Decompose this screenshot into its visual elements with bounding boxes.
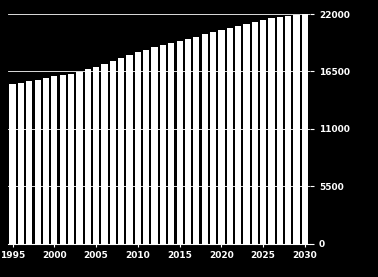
Bar xyxy=(235,26,241,244)
Bar xyxy=(227,28,233,244)
Bar xyxy=(110,61,116,244)
Bar xyxy=(34,80,41,244)
Bar xyxy=(293,15,300,244)
Bar xyxy=(168,43,174,244)
Bar xyxy=(60,75,66,244)
Bar xyxy=(243,24,249,244)
Bar xyxy=(51,76,57,244)
Bar xyxy=(185,39,191,244)
Bar xyxy=(93,67,99,244)
Bar xyxy=(193,37,200,244)
Bar xyxy=(302,14,308,244)
Bar xyxy=(18,83,24,244)
Bar xyxy=(26,81,33,244)
Bar xyxy=(68,74,74,244)
Bar xyxy=(201,34,208,244)
Bar xyxy=(76,72,82,244)
Bar xyxy=(252,22,258,244)
Bar xyxy=(277,17,283,244)
Bar xyxy=(9,84,16,244)
Bar xyxy=(210,32,216,244)
Bar xyxy=(177,41,183,244)
Bar xyxy=(152,47,158,244)
Bar xyxy=(135,52,141,244)
Bar xyxy=(118,58,124,244)
Bar xyxy=(268,18,275,244)
Bar xyxy=(160,45,166,244)
Bar xyxy=(260,20,266,244)
Bar xyxy=(218,30,225,244)
Bar xyxy=(43,78,49,244)
Bar xyxy=(126,55,133,244)
Bar xyxy=(101,64,108,244)
Bar xyxy=(285,16,291,244)
Bar xyxy=(143,50,149,244)
Bar xyxy=(85,70,91,244)
